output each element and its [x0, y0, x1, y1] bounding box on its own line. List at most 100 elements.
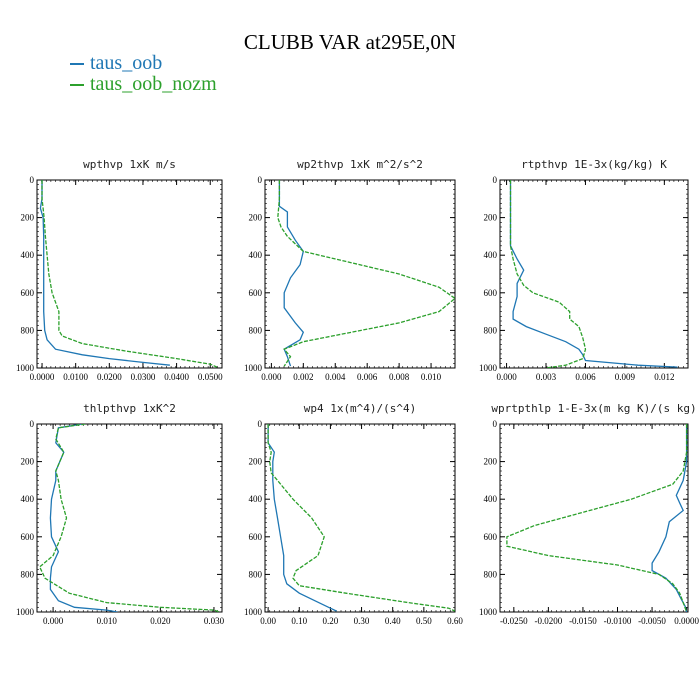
panel-title: thlpthvp 1xK^2 — [83, 402, 176, 415]
x-tick-label: 0.000 — [43, 616, 64, 626]
y-tick-label: 400 — [21, 494, 35, 504]
series-line-taus-oob-nozm — [509, 180, 587, 368]
y-tick-label: 1000 — [16, 363, 35, 373]
series-line-taus-oob-nozm — [267, 424, 455, 612]
y-tick-label: 600 — [21, 532, 35, 542]
legend-item-taus-oob: taus_oob — [70, 52, 162, 75]
chart-panel-5: wp4 1x(m^4)/(s^4) 0.00 0.10 0.20 0.30 0.40 0.5… — [244, 402, 463, 626]
series-line-taus-oob-nozm — [506, 424, 688, 612]
plot-frame — [264, 423, 456, 613]
panel-title: wp2thvp 1xK m^2/s^2 — [297, 158, 423, 171]
y-tick-label: 600 — [249, 288, 263, 298]
series-line-taus-oob-nozm — [41, 180, 218, 368]
x-tick-label: -0.0150 — [569, 616, 597, 626]
x-tick-label: -0.0100 — [604, 616, 632, 626]
y-tick-label: 200 — [249, 457, 263, 467]
series-line-taus-oob — [49, 424, 118, 612]
x-tick-label: 0.002 — [293, 372, 313, 382]
y-tick-label: 600 — [484, 532, 498, 542]
y-tick-label: 600 — [484, 288, 498, 298]
y-tick-label: 400 — [249, 250, 263, 260]
x-tick-label: 0.004 — [325, 372, 346, 382]
x-tick-label: 0.0000 — [674, 616, 699, 626]
plot-frame — [499, 423, 689, 613]
y-tick-label: 0 — [30, 419, 35, 429]
y-tick-label: 1000 — [244, 363, 263, 373]
y-tick-label: 400 — [484, 250, 498, 260]
y-tick-label: 800 — [21, 325, 35, 335]
panel-title: wprtpthlp 1-E-3x(m kg K)/(s kg) — [491, 402, 696, 415]
series-line-taus-oob-nozm — [277, 180, 455, 367]
y-tick-label: 400 — [21, 250, 35, 260]
y-tick-label: 1000 — [16, 607, 35, 617]
page-title: CLUBB VAR at295E,0N — [243, 30, 457, 54]
y-tick-label: 200 — [21, 457, 35, 467]
y-tick-label: 1000 — [479, 607, 498, 617]
y-tick-label: 0 — [258, 419, 263, 429]
x-tick-label: 0.30 — [354, 616, 370, 626]
legend-label-taus-oob-nozm: taus_oob_nozm — [90, 73, 217, 95]
y-tick-label: 0 — [493, 419, 498, 429]
panel-title: rtpthvp 1E-3x(kg/kg) K — [521, 158, 667, 171]
y-tick-label: 800 — [21, 569, 35, 579]
legend-item-taus-oob-nozm: taus_oob_nozm — [70, 73, 217, 96]
x-tick-label: -0.0250 — [500, 616, 528, 626]
x-tick-label: -0.0050 — [638, 616, 666, 626]
x-tick-label: 0.00 — [260, 616, 276, 626]
series-line-taus-oob — [278, 180, 305, 367]
x-tick-label: 0.006 — [357, 372, 378, 382]
x-tick-label: 0.0200 — [97, 372, 122, 382]
x-tick-label: 0.60 — [447, 616, 463, 626]
plot-frame — [499, 179, 689, 369]
x-tick-label: 0.012 — [654, 372, 674, 382]
plot-frame — [36, 179, 223, 369]
y-tick-label: 200 — [484, 213, 498, 223]
x-tick-label: 0.50 — [416, 616, 432, 626]
series-line-taus-oob — [39, 180, 170, 366]
x-tick-label: 0.0400 — [164, 372, 189, 382]
y-tick-label: 800 — [484, 325, 498, 335]
minor-ticks — [265, 424, 455, 612]
x-tick-label: 0.003 — [536, 372, 557, 382]
panel-title: wp4 1x(m^4)/(s^4) — [304, 402, 417, 415]
x-tick-label: 0.0300 — [131, 372, 156, 382]
y-tick-label: 400 — [484, 494, 498, 504]
y-tick-label: 400 — [249, 494, 263, 504]
legend-label-taus-oob: taus_oob — [90, 52, 163, 74]
y-tick-label: 1000 — [479, 363, 498, 373]
x-tick-label: 0.030 — [204, 616, 225, 626]
panel-title: wpthvp 1xK m/s — [83, 158, 176, 171]
x-tick-label: 0.0100 — [63, 372, 88, 382]
minor-ticks — [500, 424, 688, 612]
x-tick-label: 0.020 — [150, 616, 171, 626]
x-tick-label: 0.000 — [496, 372, 517, 382]
x-tick-label: 0.006 — [575, 372, 596, 382]
plot-frame — [36, 423, 223, 613]
y-tick-label: 200 — [484, 457, 498, 467]
x-tick-label: 0.010 — [97, 616, 118, 626]
y-tick-label: 0 — [258, 175, 263, 185]
minor-ticks — [37, 424, 222, 612]
y-tick-label: 800 — [249, 325, 263, 335]
x-tick-label: 0.10 — [291, 616, 307, 626]
y-tick-label: 200 — [21, 213, 35, 223]
y-tick-label: 0 — [30, 175, 35, 185]
x-tick-label: 0.0000 — [30, 372, 55, 382]
legend-swatch-taus-oob — [70, 62, 84, 65]
y-tick-label: 800 — [249, 569, 263, 579]
chart-panel-2: wp2thvp 1xK m^2/s^2 0.000 0.002 0.004 0.006 0… — [244, 158, 456, 382]
series-line-taus-oob-nozm — [38, 424, 220, 612]
x-tick-label: 0.009 — [615, 372, 636, 382]
x-tick-label: -0.0200 — [535, 616, 563, 626]
x-tick-label: 0.20 — [323, 616, 339, 626]
minor-ticks — [500, 180, 688, 368]
chart-panel-1: wpthvp 1xK m/s 0.0000 0.0100 0.0200 0.0300 0.… — [16, 158, 223, 382]
x-tick-label: 0.40 — [385, 616, 401, 626]
chart-panel-4: thlpthvp 1xK^2 0.000 0.010 0.020 0.030 0 200 40… — [16, 402, 225, 626]
series-line-taus-oob — [267, 424, 337, 612]
chart-panel-6: wprtpthlp 1-E-3x(m kg K)/(s kg) -0.0250 -0… — [479, 402, 699, 626]
y-tick-label: 200 — [249, 213, 263, 223]
chart-panel-3: rtpthvp 1E-3x(kg/kg) K 0.000 0.003 0.006 0.0… — [479, 158, 689, 382]
y-tick-label: 0 — [493, 175, 498, 185]
